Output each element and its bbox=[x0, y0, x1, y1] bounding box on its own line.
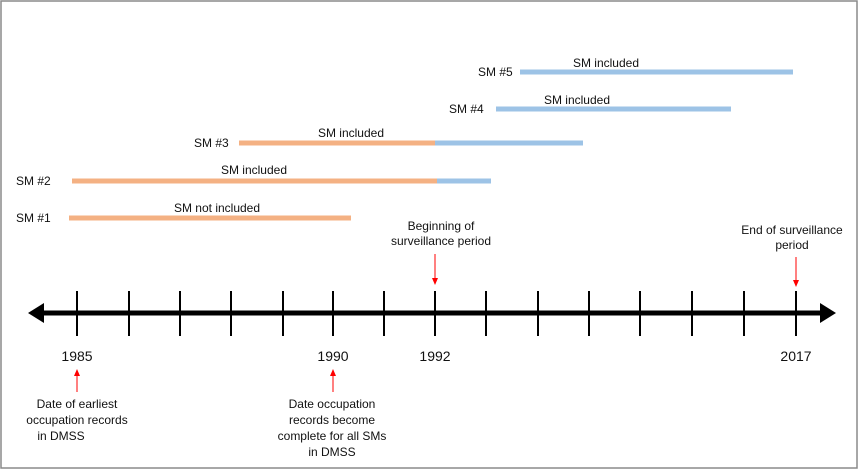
annotation-line: records become bbox=[289, 413, 375, 427]
year-label-1992: 1992 bbox=[419, 348, 450, 364]
red-arrowhead-icon bbox=[432, 278, 438, 285]
year-label-1990: 1990 bbox=[317, 348, 348, 364]
bar-status: SM included bbox=[221, 163, 287, 177]
bar-status: SM included bbox=[544, 93, 610, 107]
annotation-line: End of surveillance bbox=[741, 223, 843, 237]
bar-status: SM not included bbox=[174, 201, 260, 215]
annotation-line: Date occupation bbox=[289, 397, 376, 411]
year-label-1985: 1985 bbox=[61, 348, 92, 364]
annotation-earliest: Date of earliest occupation records in D… bbox=[26, 369, 128, 443]
annotation-line: in DMSS bbox=[308, 445, 355, 459]
bar-sm2: SM #2 SM included bbox=[16, 163, 491, 188]
annotation-complete: Date occupation records become complete … bbox=[278, 369, 387, 459]
bar-sm3: SM #3 SM included bbox=[194, 126, 583, 150]
bar-sm5: SM #5 SM included bbox=[478, 56, 793, 79]
bar-sm1: SM #1 SM not included bbox=[16, 201, 351, 225]
annotation-line: surveillance period bbox=[391, 234, 491, 248]
annotation-end: End of surveillance period bbox=[741, 223, 843, 287]
bar-label: SM #2 bbox=[16, 174, 51, 188]
bar-status: SM included bbox=[573, 56, 639, 70]
red-arrowhead-icon bbox=[793, 280, 799, 287]
annotation-line: Date of earliest bbox=[37, 397, 118, 411]
arrow-right-icon bbox=[820, 303, 836, 323]
bar-label: SM #3 bbox=[194, 136, 229, 150]
annotation-line: Beginning of bbox=[408, 219, 475, 233]
timeline-axis bbox=[28, 291, 836, 336]
year-label-2017: 2017 bbox=[780, 348, 811, 364]
bar-sm4: SM #4 SM included bbox=[449, 93, 731, 116]
annotation-line: complete for all SMs bbox=[278, 429, 387, 443]
annotation-beginning: Beginning of surveillance period bbox=[391, 219, 491, 285]
bar-status: SM included bbox=[318, 126, 384, 140]
annotation-line: in DMSS bbox=[37, 429, 84, 443]
red-arrowhead-icon bbox=[330, 369, 336, 376]
annotation-line: period bbox=[775, 238, 808, 252]
bar-label: SM #1 bbox=[16, 211, 51, 225]
arrow-left-icon bbox=[28, 303, 44, 323]
annotation-line: occupation records bbox=[26, 413, 127, 427]
red-arrowhead-icon bbox=[74, 369, 80, 376]
ticks bbox=[76, 291, 797, 336]
bar-label: SM #5 bbox=[478, 65, 513, 79]
bar-label: SM #4 bbox=[449, 102, 484, 116]
